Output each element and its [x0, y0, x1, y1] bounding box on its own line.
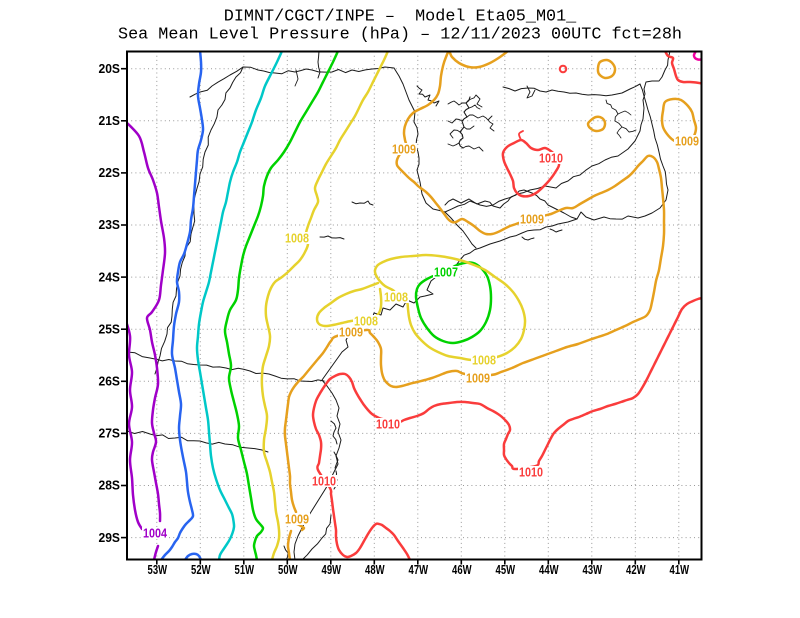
svg-text:1009: 1009 [520, 212, 544, 227]
svg-text:1008: 1008 [384, 290, 408, 305]
svg-text:47W: 47W [409, 563, 429, 577]
svg-text:28S: 28S [99, 479, 121, 493]
svg-text:46W: 46W [452, 563, 472, 577]
svg-text:21S: 21S [99, 114, 121, 128]
svg-text:DIMNT/CGCT/INPE – Model Eta05: DIMNT/CGCT/INPE – Model Eta05_M01_ [224, 8, 577, 27]
svg-text:1009: 1009 [285, 512, 309, 527]
svg-text:1009: 1009 [339, 325, 363, 340]
svg-text:1010: 1010 [539, 151, 563, 166]
svg-text:49W: 49W [322, 563, 342, 577]
svg-text:53W: 53W [148, 563, 168, 577]
svg-text:1008: 1008 [354, 314, 378, 329]
svg-text:1007: 1007 [434, 265, 458, 280]
svg-text:1004: 1004 [143, 526, 168, 541]
svg-text:50W: 50W [278, 563, 298, 577]
svg-text:24S: 24S [99, 270, 121, 284]
svg-text:29S: 29S [99, 531, 121, 545]
svg-text:23S: 23S [99, 218, 121, 232]
svg-text:Sea Mean Level Pressure (hPa): Sea Mean Level Pressure (hPa) – 12/11/20… [118, 26, 682, 45]
svg-text:25S: 25S [99, 322, 121, 336]
svg-text:52W: 52W [191, 563, 211, 577]
svg-text:20S: 20S [99, 62, 121, 76]
svg-text:1009: 1009 [466, 371, 490, 386]
svg-text:26S: 26S [99, 375, 121, 389]
svg-text:1009: 1009 [392, 142, 416, 157]
svg-text:51W: 51W [235, 563, 255, 577]
svg-text:48W: 48W [365, 563, 385, 577]
svg-text:1008: 1008 [285, 231, 309, 246]
svg-text:41W: 41W [670, 563, 690, 577]
svg-text:42W: 42W [626, 563, 646, 577]
svg-text:44W: 44W [539, 563, 559, 577]
svg-text:45W: 45W [496, 563, 516, 577]
svg-text:1010: 1010 [376, 417, 400, 432]
svg-text:43W: 43W [583, 563, 603, 577]
svg-text:22S: 22S [99, 166, 121, 180]
svg-text:1010: 1010 [312, 474, 336, 489]
svg-text:1008: 1008 [472, 353, 496, 368]
svg-text:1009: 1009 [675, 134, 699, 149]
svg-text:1010: 1010 [519, 465, 543, 480]
svg-text:27S: 27S [99, 427, 121, 441]
